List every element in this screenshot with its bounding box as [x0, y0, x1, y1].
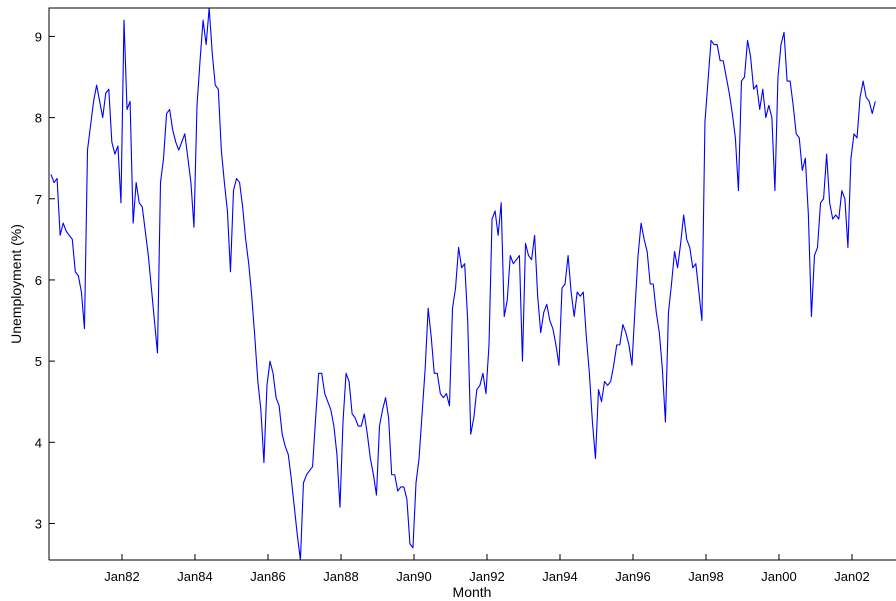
x-tick-label: Jan90	[396, 569, 431, 584]
x-tick-label: Jan82	[104, 569, 139, 584]
y-tick-label: 8	[35, 111, 42, 126]
x-tick-label: Jan88	[323, 569, 358, 584]
x-tick-label: Jan86	[250, 569, 285, 584]
x-tick-label: Jan98	[688, 569, 723, 584]
y-axis-title: Unemployment (%)	[8, 224, 24, 344]
x-tick-label: Jan96	[615, 569, 650, 584]
x-tick-label: Jan02	[834, 569, 869, 584]
plot-clip-group	[50, 8, 876, 560]
unemployment-series-line	[50, 8, 876, 560]
x-axis-title: Month	[453, 584, 492, 600]
x-tick-label: Jan94	[542, 569, 577, 584]
x-tick-layer: Jan82 Jan84 Jan86 Jan88 Jan90 Jan92 Jan94 Jan96…	[104, 554, 870, 584]
plot-frame	[48, 7, 896, 561]
x-tick-label: Jan00	[761, 569, 796, 584]
y-tick-label: 6	[35, 273, 42, 288]
y-tick-label: 4	[35, 435, 42, 450]
y-tick-label: 3	[35, 516, 42, 531]
y-tick-label: 9	[35, 29, 42, 44]
y-tick-layer: 3 4 5 6 7 8 9	[35, 29, 55, 531]
x-tick-label: Jan92	[469, 569, 504, 584]
y-tick-label: 5	[35, 354, 42, 369]
y-tick-label: 7	[35, 192, 42, 207]
x-tick-label: Jan84	[177, 569, 212, 584]
